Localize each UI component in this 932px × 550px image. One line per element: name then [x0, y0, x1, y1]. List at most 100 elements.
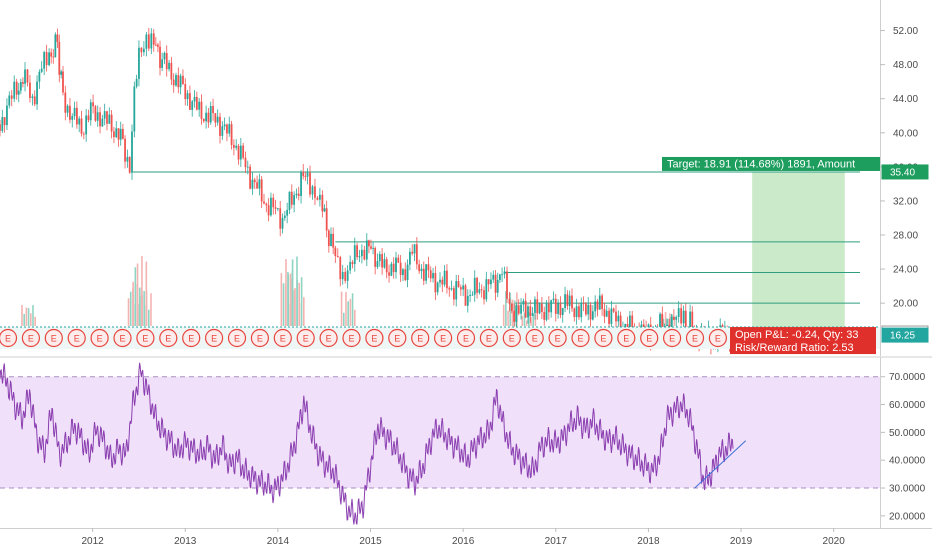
volume-bar: [534, 313, 537, 326]
candle-body: [610, 308, 613, 324]
candle-body: [205, 112, 208, 122]
candle-body: [594, 301, 597, 312]
volume-bar: [345, 292, 347, 326]
earnings-marker: [548, 328, 567, 348]
candle-body: [372, 248, 374, 249]
volume-bar: [528, 312, 530, 326]
volume-bar: [523, 312, 526, 326]
candle-body: [193, 96, 196, 102]
volume-bar: [530, 316, 532, 326]
candle-body: [682, 310, 685, 324]
candle-body: [550, 300, 553, 313]
candle-body: [209, 106, 212, 123]
earnings-marker-label: E: [486, 334, 492, 344]
earnings-marker-label: E: [348, 334, 354, 344]
candle-body: [376, 261, 379, 267]
candle-body: [538, 303, 541, 314]
candle-body: [327, 230, 330, 247]
volume-bar: [294, 288, 296, 326]
volume-bar: [292, 291, 294, 326]
price-tick-label: 44.00: [893, 94, 918, 105]
earnings-marker-label: E: [165, 334, 171, 344]
time-tick-label: 2018: [637, 536, 660, 547]
candle-body: [413, 244, 416, 254]
candle-body: [140, 47, 143, 53]
candle-body: [422, 268, 425, 281]
candle-body: [253, 179, 256, 183]
candle-body: [270, 197, 272, 216]
earnings-marker-label: E: [211, 334, 217, 344]
rsi-trend-line: [694, 440, 747, 489]
earnings-marker: [90, 328, 109, 348]
candle-body: [115, 128, 118, 138]
earnings-marker: [319, 328, 338, 348]
candle-body: [323, 208, 326, 212]
candle-body: [31, 96, 34, 99]
candle-body: [499, 274, 501, 280]
candle-body: [147, 34, 150, 49]
price-tick-label: 48.00: [893, 60, 918, 71]
candle-body: [216, 116, 219, 123]
rsi-tick-label: 60.0000: [889, 400, 926, 411]
candle-body: [60, 71, 63, 75]
candle-body: [406, 264, 409, 281]
candle-body: [381, 254, 384, 268]
candle-body: [154, 44, 157, 46]
candle-body: [283, 215, 286, 218]
candle-body: [520, 304, 522, 314]
earnings-marker-label: E: [234, 334, 240, 344]
candle-body: [56, 34, 59, 42]
candle-body: [336, 255, 339, 258]
target-zone[interactable]: [752, 171, 845, 334]
volume-bar: [34, 316, 36, 326]
candle-body: [293, 195, 296, 205]
candle-body: [110, 114, 113, 132]
candle-body: [534, 299, 536, 313]
time-tick-label: 2016: [452, 536, 475, 547]
earnings-marker-label: E: [119, 334, 125, 344]
candle-body: [571, 295, 573, 309]
candle-body: [589, 304, 592, 320]
candle-body: [360, 249, 363, 257]
candle-body: [575, 306, 578, 318]
volume-bar: [141, 295, 143, 326]
candle-body: [272, 197, 275, 208]
candle-body: [188, 93, 191, 110]
candle-body: [545, 303, 548, 320]
earnings-marker: [182, 328, 201, 348]
candle-body: [510, 303, 513, 311]
volume-bar: [511, 299, 514, 326]
candle-body: [92, 102, 94, 107]
candle-body: [106, 111, 108, 124]
candle-body: [346, 270, 349, 281]
candle-body: [239, 145, 242, 160]
candle-body: [311, 186, 314, 195]
earnings-marker-label: E: [646, 334, 652, 344]
candle-body: [397, 257, 400, 263]
volume-bar: [282, 283, 285, 326]
candle-body: [101, 118, 104, 127]
earnings-marker-label: E: [623, 334, 629, 344]
candle-body: [237, 145, 240, 160]
candle-body: [334, 247, 337, 256]
candle-body: [306, 172, 309, 177]
candle-body: [612, 308, 615, 312]
candle-body: [480, 289, 483, 291]
candle-body: [325, 208, 328, 231]
candle-body: [452, 288, 455, 300]
candle-body: [659, 314, 661, 333]
candle-body: [96, 112, 99, 121]
candle-body: [642, 324, 645, 328]
rsi-gridlines: [0, 376, 880, 489]
candle-body: [684, 310, 687, 327]
volume-bar: [349, 298, 352, 326]
target-label: Target: 18.91 (114.68%) 1891, Amount: [667, 158, 855, 170]
earnings-marker: [21, 328, 40, 348]
candle-body: [490, 279, 492, 285]
candle-body: [596, 301, 599, 310]
candle-body: [446, 270, 448, 289]
candle-body: [358, 256, 361, 258]
candle-body: [126, 157, 129, 162]
volume-bar: [342, 312, 345, 326]
candle-body: [13, 81, 16, 99]
